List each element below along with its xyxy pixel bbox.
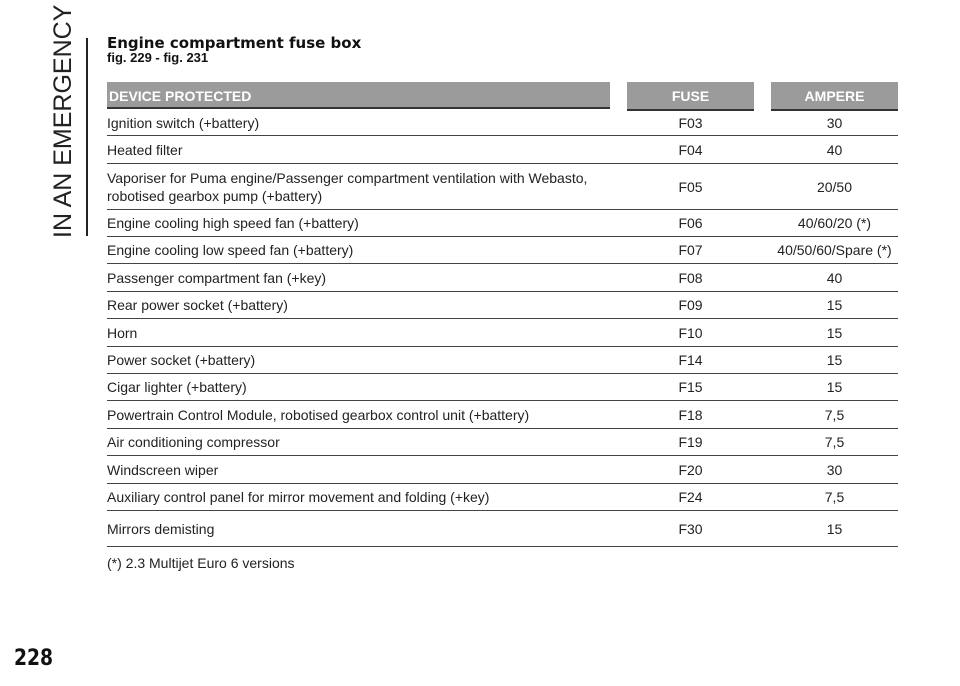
table-row: Heated filter F04 40 (107, 136, 898, 164)
header-fuse: FUSE (627, 82, 754, 111)
ampere-cell: 15 (826, 297, 843, 313)
table-row: Engine cooling high speed fan (+battery)… (107, 210, 898, 237)
page-title: Engine compartment fuse box (107, 34, 362, 52)
table-row: Passenger compartment fan (+key) F08 40 (107, 264, 898, 292)
device-cell: Air conditioning compressor (107, 434, 280, 450)
fuse-cell: F30 (678, 520, 703, 537)
device-cell: Cigar lighter (+battery) (107, 379, 247, 395)
ampere-cell: 7,5 (824, 406, 845, 423)
device-cell: Vaporiser for Puma engine/Passenger comp… (107, 169, 588, 204)
fuse-cell: F05 (678, 178, 703, 195)
table-row: Cigar lighter (+battery) F15 15 (107, 374, 898, 401)
table-row: Vaporiser for Puma engine/Passenger comp… (107, 164, 898, 210)
device-cell: Engine cooling low speed fan (+battery) (107, 242, 354, 258)
ampere-cell: 20/50 (816, 178, 853, 195)
device-cell: Power socket (+battery) (107, 352, 256, 368)
ampere-cell: 15 (826, 520, 843, 537)
table-row: Air conditioning compressor F19 7,5 (107, 429, 898, 456)
device-cell: Ignition switch (+battery) (107, 114, 260, 131)
ampere-cell: 40/50/60/Spare (*) (777, 242, 892, 258)
device-cell: Auxiliary control panel for mirror movem… (107, 489, 490, 505)
fuse-cell: F18 (678, 406, 703, 423)
fuse-cell: F19 (678, 434, 703, 450)
section-label-text: IN AN EMERGENCY (49, 4, 77, 238)
page-number: 228 (14, 646, 54, 671)
table-row: Rear power socket (+battery) F09 15 (107, 292, 898, 319)
ampere-cell: 15 (826, 352, 843, 368)
figure-reference: fig. 229 - fig. 231 (107, 50, 209, 65)
ampere-cell: 15 (826, 379, 843, 395)
fuse-cell: F24 (678, 489, 703, 505)
table-row: Powertrain Control Module, robotised gea… (107, 401, 898, 429)
fuse-cell: F15 (678, 379, 703, 395)
device-cell: Horn (107, 324, 138, 341)
ampere-cell: 40/60/20 (*) (797, 215, 872, 231)
device-cell: Passenger compartment fan (+key) (107, 269, 327, 286)
section-label: IN AN EMERGENCY (48, 5, 78, 238)
fuse-cell: F10 (678, 324, 703, 341)
ampere-cell: 7,5 (824, 434, 845, 450)
device-cell: Mirrors demisting (107, 520, 215, 537)
ampere-cell: 40 (826, 141, 843, 158)
fuse-cell: F04 (678, 141, 703, 158)
device-cell: Engine cooling high speed fan (+battery) (107, 215, 359, 231)
ampere-cell: 30 (826, 114, 843, 131)
ampere-cell: 30 (826, 461, 843, 478)
header-ampere: AMPERE (771, 82, 898, 111)
ampere-cell: 7,5 (824, 489, 845, 505)
table-row: Ignition switch (+battery) F03 30 (107, 110, 898, 136)
fuse-cell: F07 (678, 242, 703, 258)
table-row: Engine cooling low speed fan (+battery) F… (107, 237, 898, 264)
fuse-cell: F14 (678, 352, 703, 368)
ampere-cell: 40 (826, 269, 843, 286)
header-device: DEVICE PROTECTED (107, 82, 610, 109)
fuse-cell: F08 (678, 269, 703, 286)
ampere-cell: 15 (826, 324, 843, 341)
fuse-cell: F09 (678, 297, 703, 313)
footnote: (*) 2.3 Multijet Euro 6 versions (107, 555, 295, 571)
device-cell: Powertrain Control Module, robotised gea… (107, 406, 530, 423)
fuse-cell: F20 (678, 461, 703, 478)
device-cell: Windscreen wiper (107, 461, 219, 478)
divider (86, 38, 88, 236)
fuse-cell: F06 (678, 215, 703, 231)
fuse-cell: F03 (678, 114, 703, 131)
table-row: Power socket (+battery) F14 15 (107, 347, 898, 374)
table-row: Mirrors demisting F30 15 (107, 511, 898, 547)
device-cell: Heated filter (107, 141, 183, 158)
device-cell: Rear power socket (+battery) (107, 297, 288, 313)
table-row: Horn F10 15 (107, 319, 898, 347)
table-row: Windscreen wiper F20 30 (107, 456, 898, 484)
table-row: Auxiliary control panel for mirror movem… (107, 484, 898, 511)
